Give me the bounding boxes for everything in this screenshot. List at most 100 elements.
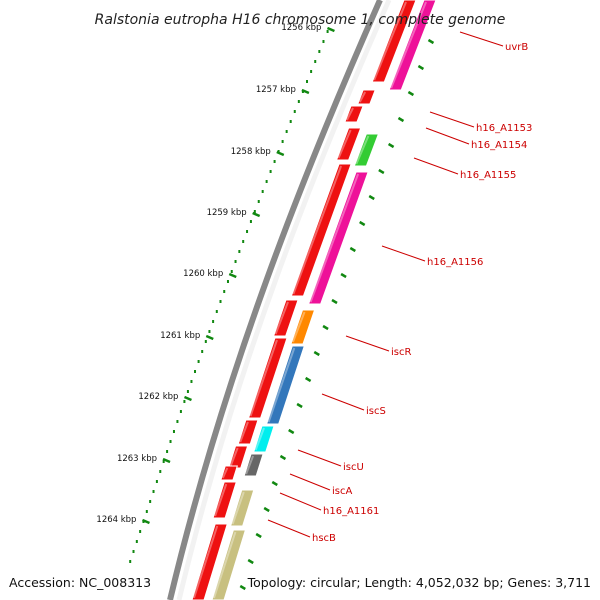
leader-line [413, 157, 459, 175]
gene-label-iscS[interactable]: iscS [366, 406, 386, 417]
gene-bar-iscA [243, 453, 264, 477]
gene-label-iscA[interactable]: iscA [332, 486, 352, 497]
scale-dot [246, 230, 249, 233]
scale-dot [135, 540, 138, 543]
gene-features [191, 0, 437, 600]
gene-bar-red-4-shine [337, 129, 352, 159]
scale-dot [273, 160, 276, 163]
gene-label-iscR[interactable]: iscR [391, 347, 411, 358]
scale-dot [242, 240, 245, 243]
scale-dot [172, 430, 175, 433]
leader-line [459, 31, 504, 47]
scale-dot [261, 190, 264, 193]
scale-dot [166, 450, 169, 453]
outer-tick-mark [313, 350, 320, 357]
scale-dot [176, 420, 179, 423]
scale-dot [285, 130, 288, 133]
gene-bar-red-9-shine [229, 447, 239, 467]
scale-dot [326, 30, 329, 33]
outer-tick-mark [296, 402, 303, 409]
outer-tick-mark [368, 194, 375, 201]
accession-text: Accession: NC_008313 [9, 575, 152, 590]
scale-dot [314, 60, 317, 63]
scale-dot [132, 550, 135, 553]
backbone-highlight [176, 0, 392, 600]
scale-dot [238, 250, 241, 253]
scale-dot [249, 220, 252, 223]
gene-bar-uvrB [388, 0, 437, 91]
scale-dot [208, 330, 211, 333]
scale-dot [179, 410, 182, 413]
scale-tick-label: 1264 kbp [96, 515, 136, 525]
scale-dot [234, 260, 237, 263]
gene-bar-h16_A1161-shine [231, 491, 245, 525]
gene-bar-red-7 [247, 337, 288, 419]
gene-bar-red-3-shine [346, 107, 354, 121]
scale-dot [186, 390, 189, 393]
gene-bar-iscR-shine [292, 311, 306, 343]
gene-bar-hscB-shine [213, 531, 237, 599]
scale-tick-label: 1260 kbp [183, 269, 223, 279]
gene-bar-red-12-shine [193, 525, 219, 599]
scale-dot [223, 290, 226, 293]
outer-tick-mark [378, 168, 385, 175]
scale-tick-label: 1256 kbp [281, 23, 321, 33]
scale-dot [297, 100, 300, 103]
scale-tick-mark [228, 272, 237, 279]
leader-line [381, 245, 426, 262]
outer-tick-mark [271, 480, 278, 487]
gene-labels: uvrB h16_A1153 h16_A1154 h16_A1155 h16_A1156… [312, 42, 532, 544]
scale-tick-label: 1263 kbp [117, 454, 157, 464]
gene-label-h16_A1153[interactable]: h16_A1153 [476, 123, 532, 134]
gene-bar-red-5 [290, 163, 352, 297]
scale-dot [145, 510, 148, 513]
scale-dot [169, 440, 172, 443]
scale-dot [159, 470, 162, 473]
gene-bar-red-3 [344, 105, 364, 123]
gene-label-uvrB[interactable]: uvrB [505, 42, 528, 53]
gene-bar-red-5-shine [292, 165, 343, 295]
outer-tick-mark [239, 584, 246, 591]
leader-line [321, 393, 365, 411]
scale-dot [219, 300, 222, 303]
gene-bar-h16_A1161 [229, 489, 255, 527]
scale-dot [269, 170, 272, 173]
backbone-ring [167, 0, 383, 600]
outer-tick-mark [427, 38, 435, 45]
scale-dot [190, 380, 193, 383]
gene-bar-iscS-shine [267, 347, 296, 423]
gene-bar-red-10 [220, 465, 238, 481]
outer-tick-mark [331, 298, 338, 305]
scale-tick-mark [141, 518, 150, 525]
gene-bar-red-2 [357, 89, 376, 105]
gene-label-h16_A1155[interactable]: h16_A1155 [460, 170, 516, 181]
gene-bar-h16_A1156 [307, 171, 369, 305]
gene-bar-iscU-shine [254, 427, 265, 451]
gene-label-iscU[interactable]: iscU [343, 462, 364, 473]
outer-tick-mark [349, 246, 356, 253]
gene-label-h16_A1154[interactable]: h16_A1154 [471, 140, 527, 151]
gene-bar-red-9 [227, 445, 249, 469]
outer-tick-mark [387, 142, 395, 149]
gene-bar-red-6-shine [274, 301, 289, 335]
scale-dot [204, 340, 207, 343]
gene-bar-red-4 [335, 127, 362, 161]
scale-tick-mark [183, 395, 192, 402]
outer-tick-mark [263, 506, 270, 513]
scale-dot [322, 40, 325, 43]
gene-bar-red-10-shine [221, 467, 229, 479]
gene-label-h16_A1156[interactable]: h16_A1156 [427, 257, 483, 268]
scale-tick-label: 1261 kbp [160, 331, 200, 341]
outer-tick-mark [417, 64, 425, 71]
gene-label-h16_A1161[interactable]: h16_A1161 [323, 506, 379, 517]
scale-tick-label: 1258 kbp [231, 147, 271, 157]
map-title: Ralstonia eutropha H16 chromosome 1, com… [95, 12, 506, 28]
leader-line [267, 519, 311, 538]
outer-tick-mark [288, 428, 295, 435]
scale-tick-mark [205, 334, 214, 341]
topology-text: Topology: circular; Length: 4,052,032 bp… [247, 575, 591, 590]
scale-dot [152, 490, 155, 493]
scale-tick-label: 1259 kbp [207, 208, 247, 218]
gene-label-hscB[interactable]: hscB [312, 533, 336, 544]
